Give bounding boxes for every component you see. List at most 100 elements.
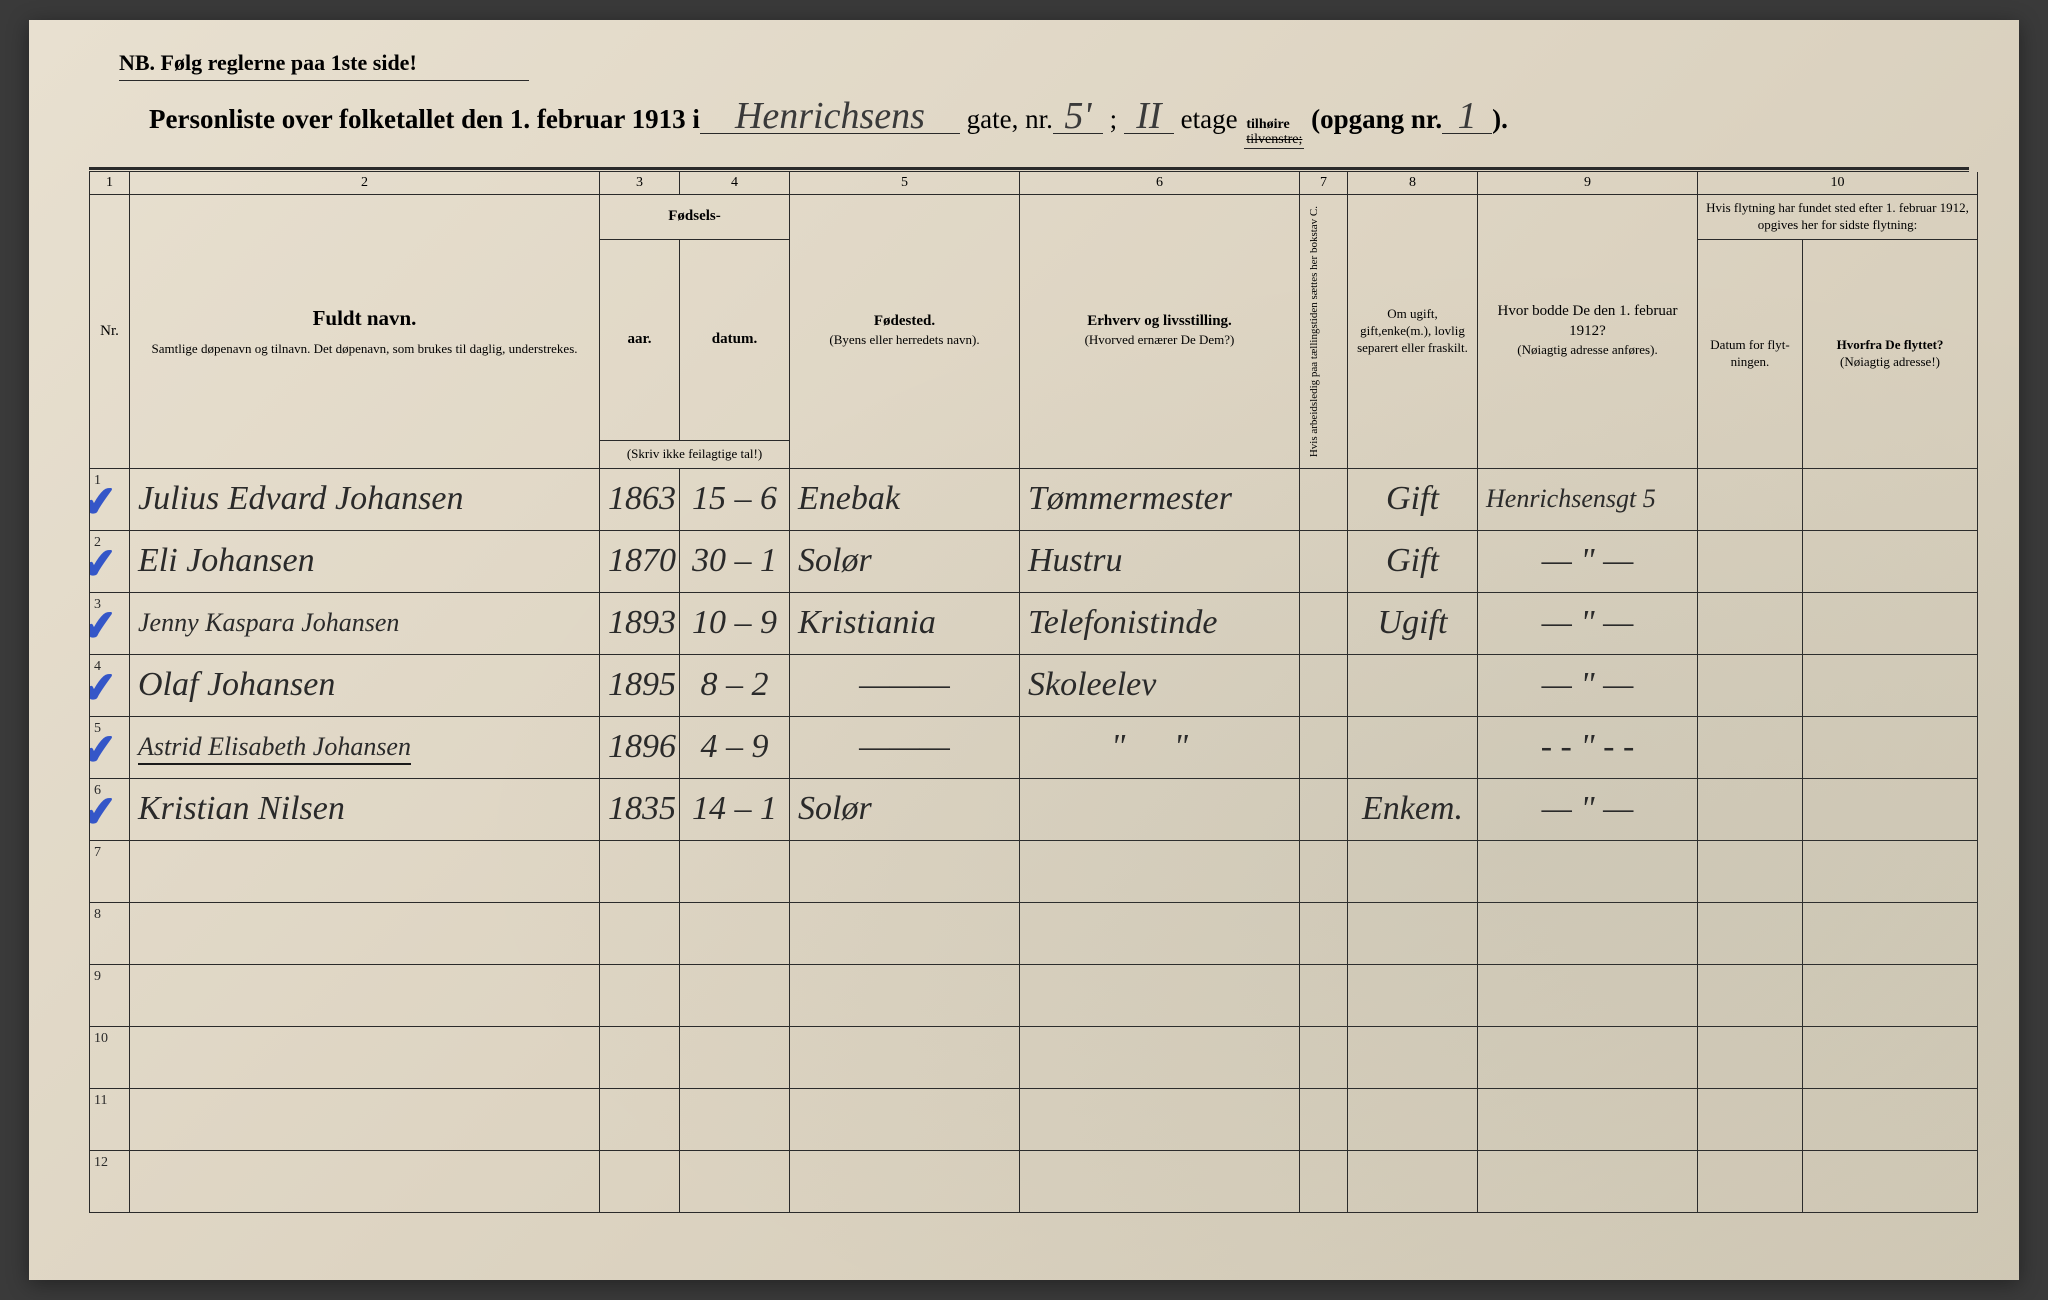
etage-value: II [1124, 99, 1174, 134]
cell-bodde: — " — [1478, 778, 1698, 840]
cell-nr: 12 [90, 1150, 130, 1212]
cell-ugift [1348, 654, 1478, 716]
cell-erhverv: Skoleelev [1020, 654, 1300, 716]
checkmark-icon: ✔ [90, 723, 120, 775]
cell-hvorfra [1803, 716, 1978, 778]
cell-hvorfra [1803, 468, 1978, 530]
cell-erhverv: Hustru [1020, 530, 1300, 592]
table-row: 7 [90, 840, 1978, 902]
cell-aar: 1896 [600, 716, 680, 778]
cell-ugift: Gift [1348, 530, 1478, 592]
census-form-page: NB. Følg reglerne paa 1ste side! Personl… [29, 20, 2019, 1280]
table-row: 10 [90, 1026, 1978, 1088]
hdr-flytning: Hvis flytning har fundet sted efter 1. f… [1698, 194, 1978, 239]
cell-aar: 1895 [600, 654, 680, 716]
checkmark-icon: ✔ [90, 475, 120, 527]
table-row: 8 [90, 902, 1978, 964]
table-row: 11 [90, 1088, 1978, 1150]
cell-nr: 9 [90, 964, 130, 1026]
etage-label: etage [1181, 104, 1238, 135]
cell-hvorfra [1803, 778, 1978, 840]
cell-nr: ✔2 [90, 530, 130, 592]
nb-note: NB. Følg reglerne paa 1ste side! [89, 50, 1969, 76]
title-row: Personliste over folketallet den 1. febr… [89, 99, 1969, 149]
hdr-erhverv-sub: (Hvorved ernærer De Dem?) [1085, 332, 1235, 347]
cell-aar: 1893 [600, 592, 680, 654]
cell-datum: 14 – 1 [680, 778, 790, 840]
hdr-hvorfra-title: Hvorfra De flyttet? [1837, 337, 1944, 352]
hdr-hvorfra-sub: (Nøiagtig adresse!) [1840, 354, 1940, 369]
hdr-fodsels: Fødsels- [600, 194, 790, 239]
cell-datum: 30 – 1 [680, 530, 790, 592]
hdr-bodde: Hvor bodde De den 1. februar 1912? (Nøia… [1478, 194, 1698, 468]
cell-erhverv: Tømmermester [1020, 468, 1300, 530]
cell-c7 [1300, 716, 1348, 778]
street-name: Henrichsens [700, 99, 960, 134]
cell-nr: 8 [90, 902, 130, 964]
table-row: 12 [90, 1150, 1978, 1212]
cell-flytd [1698, 530, 1803, 592]
title-prefix: Personliste over folketallet den 1. febr… [149, 104, 700, 135]
cell-ugift: Ugift [1348, 592, 1478, 654]
colnum-7: 7 [1300, 172, 1348, 195]
hdr-navn: Fuldt navn. Samtlige døpenavn og tilnavn… [130, 194, 600, 468]
cell-nr: ✔4 [90, 654, 130, 716]
cell-fodested: ——— [790, 654, 1020, 716]
hdr-ugift: Om ugift, gift,enke(m.), lovlig separert… [1348, 194, 1478, 468]
hdr-fodested: Fødested. (Byens eller herredets navn). [790, 194, 1020, 468]
colnum-4: 4 [680, 172, 790, 195]
table-row: ✔1 Julius Edvard Johansen 1863 15 – 6 En… [90, 468, 1978, 530]
table-row: ✔3 Jenny Kaspara Johansen 1893 10 – 9 Kr… [90, 592, 1978, 654]
cell-nr: 10 [90, 1026, 130, 1088]
hdr-erhverv-title: Erhverv og livsstilling. [1087, 313, 1232, 329]
table-row: ✔4 Olaf Johansen 1895 8 – 2 ——— Skoleele… [90, 654, 1978, 716]
gate-label: gate, nr. [967, 104, 1053, 135]
cell-c7 [1300, 654, 1348, 716]
cell-fodested: Solør [790, 778, 1020, 840]
cell-nr: 7 [90, 840, 130, 902]
cell-erhverv: Telefonistinde [1020, 592, 1300, 654]
hdr-datum: datum. [680, 239, 790, 440]
census-table: 1 2 3 4 5 6 7 8 9 10 Nr. Fuldt navn. Sam… [89, 172, 1978, 1213]
cell-flytd [1698, 716, 1803, 778]
colnum-5: 5 [790, 172, 1020, 195]
cell-erhverv [1020, 778, 1300, 840]
hdr-fodested-title: Fødested. [874, 313, 935, 329]
cell-bodde: — " — [1478, 592, 1698, 654]
cell-fodested: Solør [790, 530, 1020, 592]
cell-datum: 15 – 6 [680, 468, 790, 530]
tilhoire-block: tilhøire tilvenstre; [1244, 117, 1304, 149]
cell-flytd [1698, 778, 1803, 840]
top-rule [119, 80, 529, 81]
cell-fodested: Enebak [790, 468, 1020, 530]
hdr-nr: Nr. [90, 194, 130, 468]
cell-hvorfra [1803, 592, 1978, 654]
gate-nr: 5' [1053, 99, 1103, 134]
cell-c7 [1300, 778, 1348, 840]
cell-ugift: Gift [1348, 468, 1478, 530]
cell-c7 [1300, 592, 1348, 654]
table-header: 1 2 3 4 5 6 7 8 9 10 Nr. Fuldt navn. Sam… [90, 172, 1978, 469]
cell-bodde: - - " - - [1478, 716, 1698, 778]
cell-datum: 4 – 9 [680, 716, 790, 778]
cell-fodested: ——— [790, 716, 1020, 778]
checkmark-icon: ✔ [90, 537, 120, 589]
cell-ugift: Enkem. [1348, 778, 1478, 840]
close-paren: ). [1492, 104, 1508, 135]
colnum-1: 1 [90, 172, 130, 195]
table-row: ✔2 Eli Johansen 1870 30 – 1 Solør Hustru… [90, 530, 1978, 592]
hdr-c7: Hvis arbeidsledig paa tællingstiden sætt… [1300, 194, 1348, 468]
cell-datum: 8 – 2 [680, 654, 790, 716]
cell-datum: 10 – 9 [680, 592, 790, 654]
cell-bodde: — " — [1478, 654, 1698, 716]
colnum-6: 6 [1020, 172, 1300, 195]
colnum-3: 3 [600, 172, 680, 195]
cell-c7 [1300, 530, 1348, 592]
header-row-1: Nr. Fuldt navn. Samtlige døpenavn og til… [90, 194, 1978, 239]
table-row: ✔6 Kristian Nilsen 1835 14 – 1 Solør Enk… [90, 778, 1978, 840]
hdr-fodested-sub: (Byens eller herredets navn). [829, 332, 979, 347]
checkmark-icon: ✔ [90, 599, 120, 651]
cell-nr: ✔1 [90, 468, 130, 530]
colnum-10: 10 [1698, 172, 1978, 195]
hdr-navn-sub: Samtlige døpenavn og tilnavn. Det døpena… [136, 341, 593, 358]
